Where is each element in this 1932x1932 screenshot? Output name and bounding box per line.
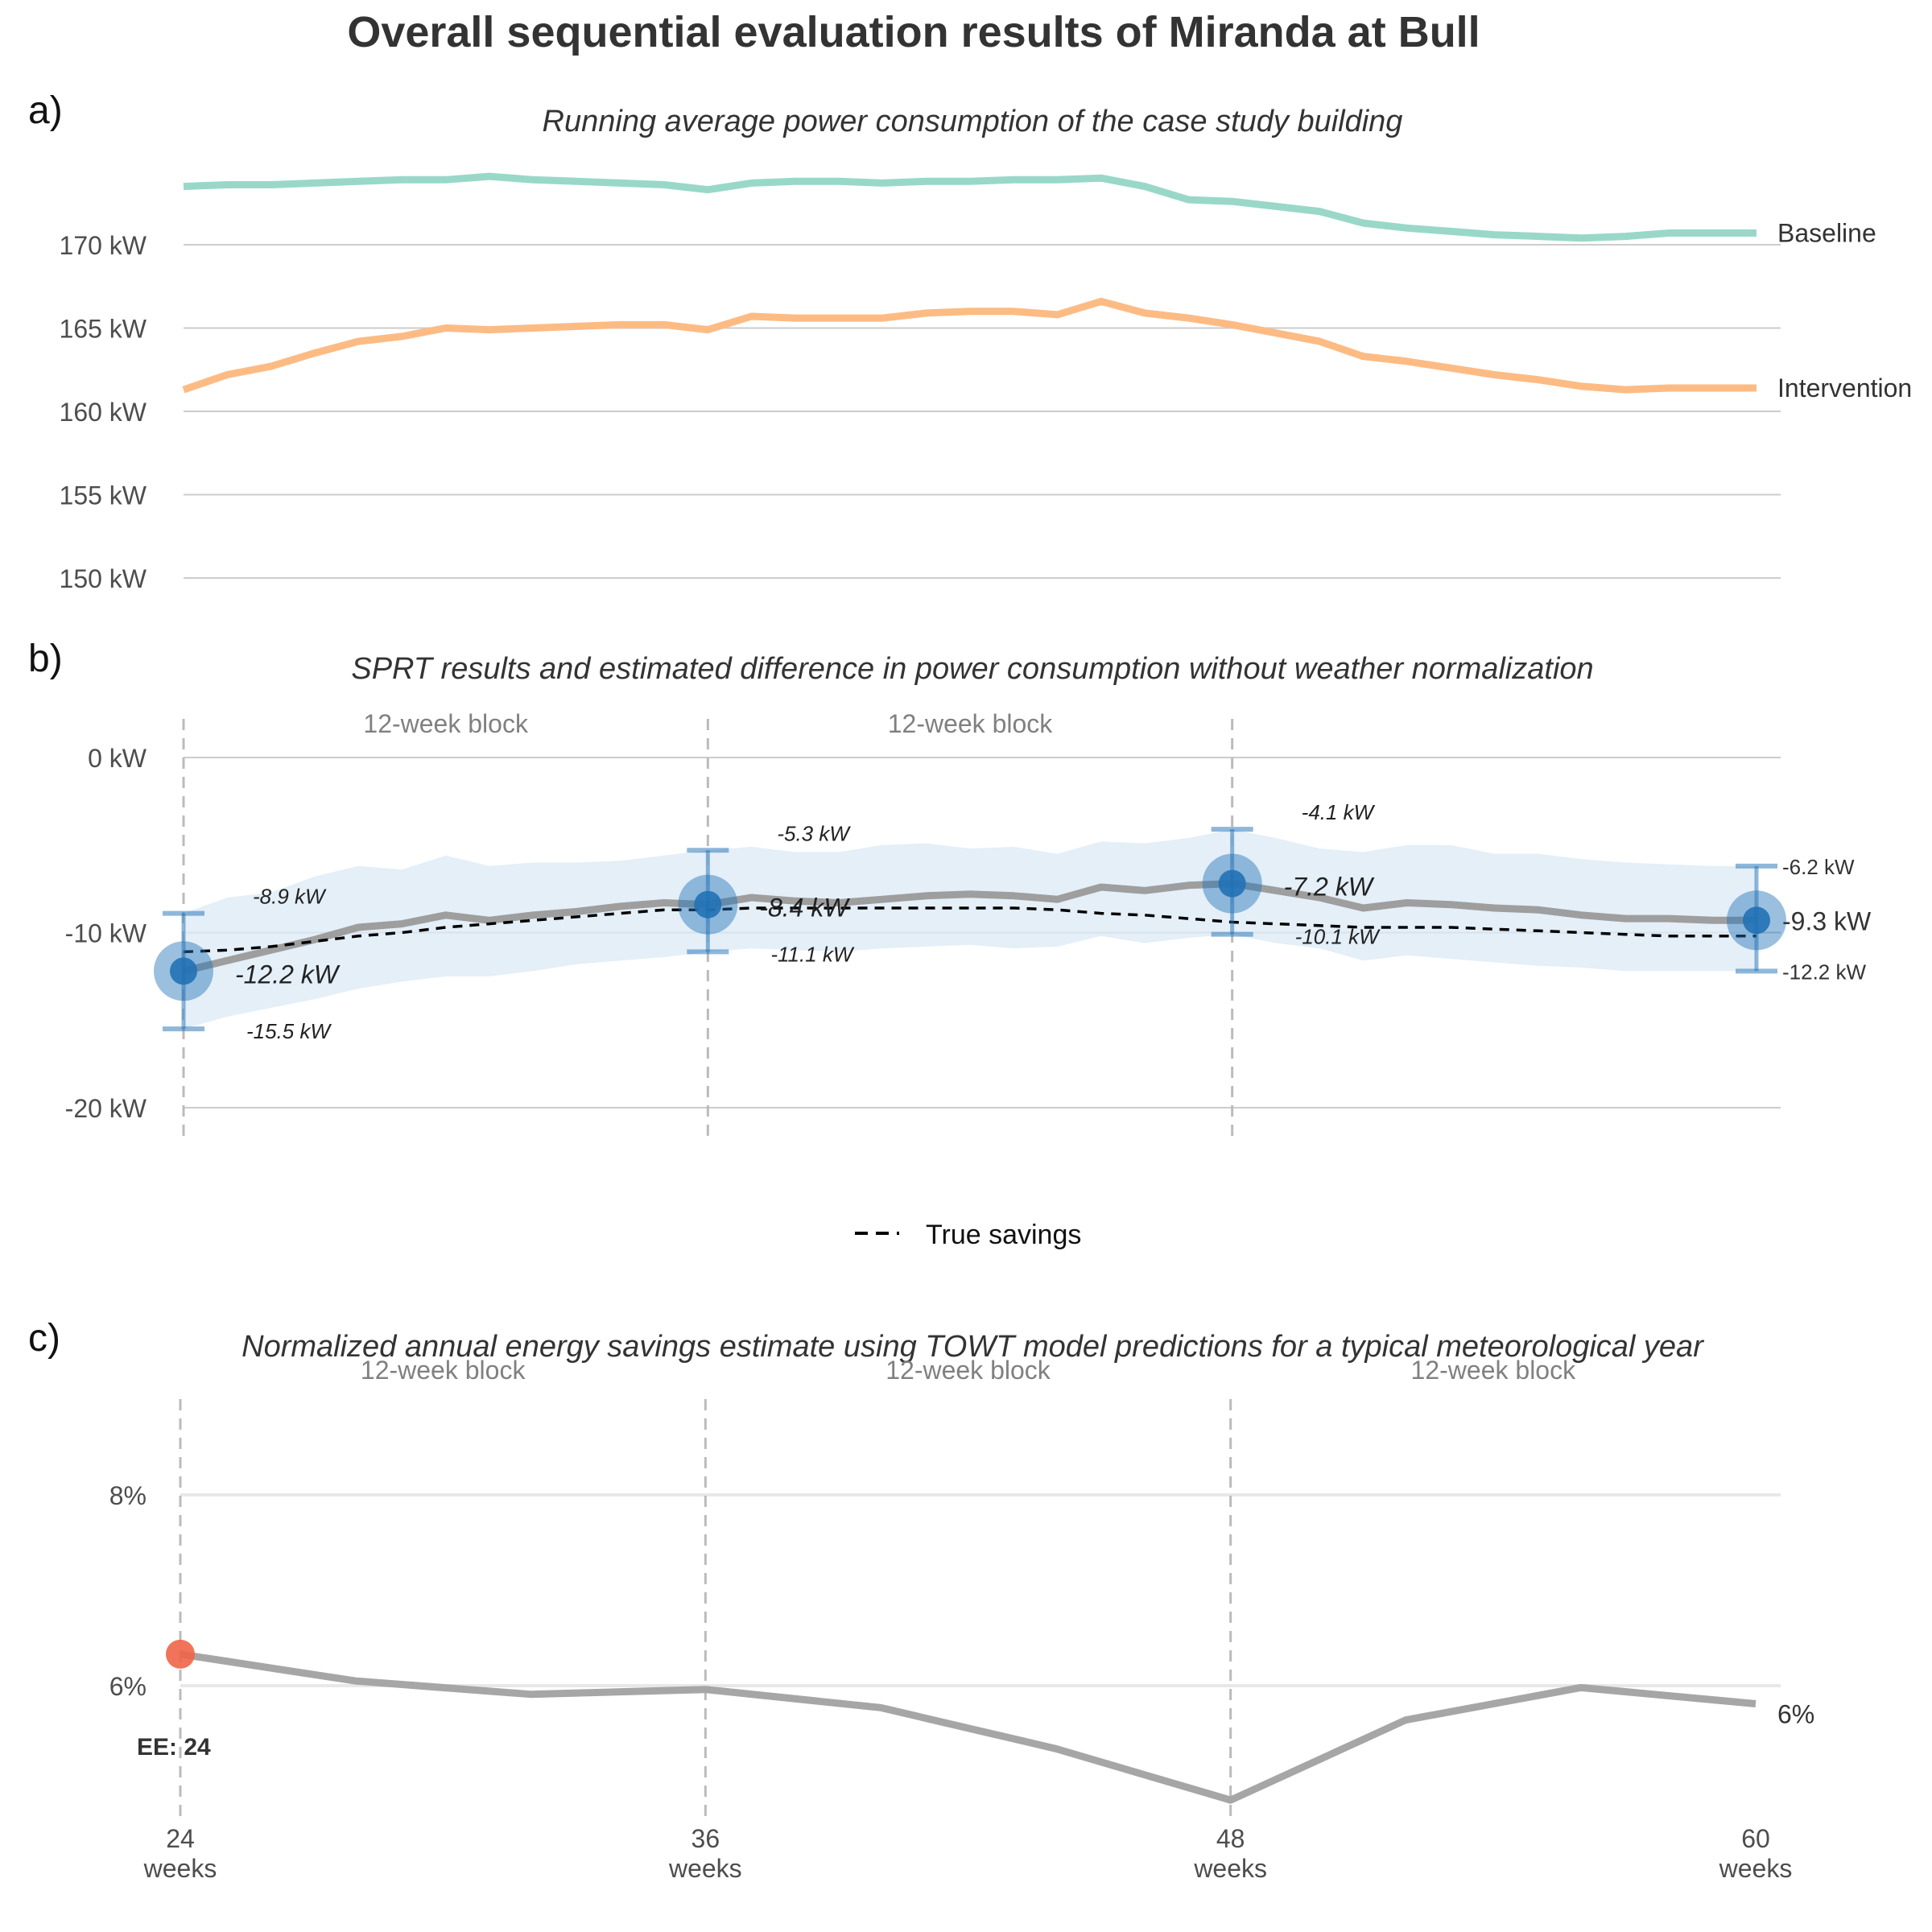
panel-b-label: b) xyxy=(28,638,63,680)
upper-bound-label: -6.2 kW xyxy=(1782,855,1855,879)
panel-b-ci-ribbon xyxy=(184,829,1757,1030)
ci-ribbon xyxy=(184,829,1757,1030)
panel-c-block-labels: 12-week block 12-week block 12-week block xyxy=(361,1356,1576,1385)
lower-bound-label: -12.2 kW xyxy=(1782,960,1866,984)
y-tick-label: 155 kW xyxy=(60,481,147,510)
upper-bound-label: -8.9 kW xyxy=(253,885,327,909)
lower-bound-label: -10.1 kW xyxy=(1295,925,1381,949)
block-label: 12-week block xyxy=(363,709,529,738)
panel-b-y-ticks: 0 kW -10 kW -20 kW xyxy=(65,744,147,1123)
savings-line xyxy=(180,1650,1757,1804)
legend: True savings xyxy=(855,1220,1081,1250)
panel-b-block-labels: 12-week block 12-week block xyxy=(363,709,1053,738)
panel-c-markers: EE: 24 6% xyxy=(137,1639,1814,1761)
x-tick-label: 60 xyxy=(1741,1824,1770,1853)
y-tick-label: 6% xyxy=(109,1672,147,1701)
panel-a-y-ticks: 150 kW 155 kW 160 kW 165 kW 170 kW xyxy=(60,231,147,593)
legend-true-savings-label: True savings xyxy=(926,1220,1081,1250)
evaluation-point xyxy=(170,957,197,985)
end-value-label: 6% xyxy=(1777,1700,1814,1729)
estimate-label: -12.2 kW xyxy=(235,960,341,989)
panel-c: c) Normalized annual energy savings esti… xyxy=(28,1317,1814,1883)
panel-a-title: Running average power consumption of the… xyxy=(543,105,1403,138)
panel-b-evaluation-points xyxy=(154,827,1786,1032)
panel-a-series xyxy=(182,172,1757,394)
evaluation-point xyxy=(694,890,722,919)
panel-c-grid xyxy=(180,1493,1781,1687)
panel-c-y-ticks: 6% 8% xyxy=(109,1481,147,1701)
series-end-label: Baseline xyxy=(1777,219,1876,248)
y-tick-label: 0 kW xyxy=(88,744,147,773)
figure-title: Overall sequential evaluation results of… xyxy=(347,8,1480,56)
block-label: 12-week block xyxy=(886,1356,1051,1385)
estimate-label: -7.2 kW xyxy=(1284,873,1375,902)
x-tick-label: 48 xyxy=(1216,1824,1245,1853)
lower-bound-label: -11.1 kW xyxy=(770,942,855,966)
x-tick-sublabel: weeks xyxy=(668,1854,742,1883)
estimate-label: -8.4 kW xyxy=(759,894,850,923)
upper-bound-label: -4.1 kW xyxy=(1302,800,1376,824)
estimate-line xyxy=(182,880,1757,975)
y-tick-label: -10 kW xyxy=(65,919,147,948)
panel-c-block-dividers xyxy=(179,1399,1232,1823)
panel-a-label: a) xyxy=(28,89,63,132)
early-end-point xyxy=(166,1639,195,1669)
y-tick-label: -20 kW xyxy=(65,1094,147,1123)
x-tick-label: 36 xyxy=(691,1824,720,1853)
y-tick-label: 150 kW xyxy=(60,564,147,593)
y-tick-label: 160 kW xyxy=(60,398,147,427)
series-line-baseline xyxy=(183,172,1757,242)
panel-b-point-labels: -12.2 kW -8.9 kW -15.5 kW -8.4 kW -5.3 kW -11… xyxy=(235,800,1872,1043)
x-tick-label: 24 xyxy=(166,1824,195,1853)
x-tick-sublabel: weeks xyxy=(1193,1854,1267,1883)
series-line-intervention xyxy=(182,297,1757,394)
y-tick-label: 170 kW xyxy=(60,231,147,260)
panel-a-grid xyxy=(184,244,1781,579)
panel-a: a) Running average power consumption of … xyxy=(28,89,1912,593)
panel-a-end-labels: Baseline Intervention xyxy=(1777,219,1912,403)
panel-b-estimate-line xyxy=(182,880,1757,975)
panel-c-title: Normalized annual energy savings estimat… xyxy=(242,1330,1704,1364)
series-end-label: Intervention xyxy=(1777,374,1912,402)
estimate-label: -9.3 kW xyxy=(1782,906,1872,935)
panel-b-title: SPRT results and estimated difference in… xyxy=(351,652,1593,686)
panel-b: b) SPRT results and estimated difference… xyxy=(28,638,1872,1143)
evaluation-point xyxy=(1218,869,1246,898)
y-tick-label: 165 kW xyxy=(60,315,147,344)
y-tick-label: 8% xyxy=(109,1481,147,1510)
block-label: 12-week block xyxy=(361,1356,526,1385)
evaluation-point xyxy=(1743,906,1770,935)
x-tick-sublabel: weeks xyxy=(143,1854,217,1883)
block-label: 12-week block xyxy=(1411,1356,1577,1385)
early-end-label: EE: 24 xyxy=(137,1734,211,1761)
upper-bound-label: -5.3 kW xyxy=(777,821,851,845)
panel-c-label: c) xyxy=(28,1317,60,1360)
panel-b-block-dividers xyxy=(182,719,1234,1143)
panel-c-savings-line xyxy=(180,1650,1757,1804)
x-tick-sublabel: weeks xyxy=(1719,1854,1793,1883)
block-label: 12-week block xyxy=(888,709,1054,738)
lower-bound-label: -15.5 kW xyxy=(246,1019,332,1043)
